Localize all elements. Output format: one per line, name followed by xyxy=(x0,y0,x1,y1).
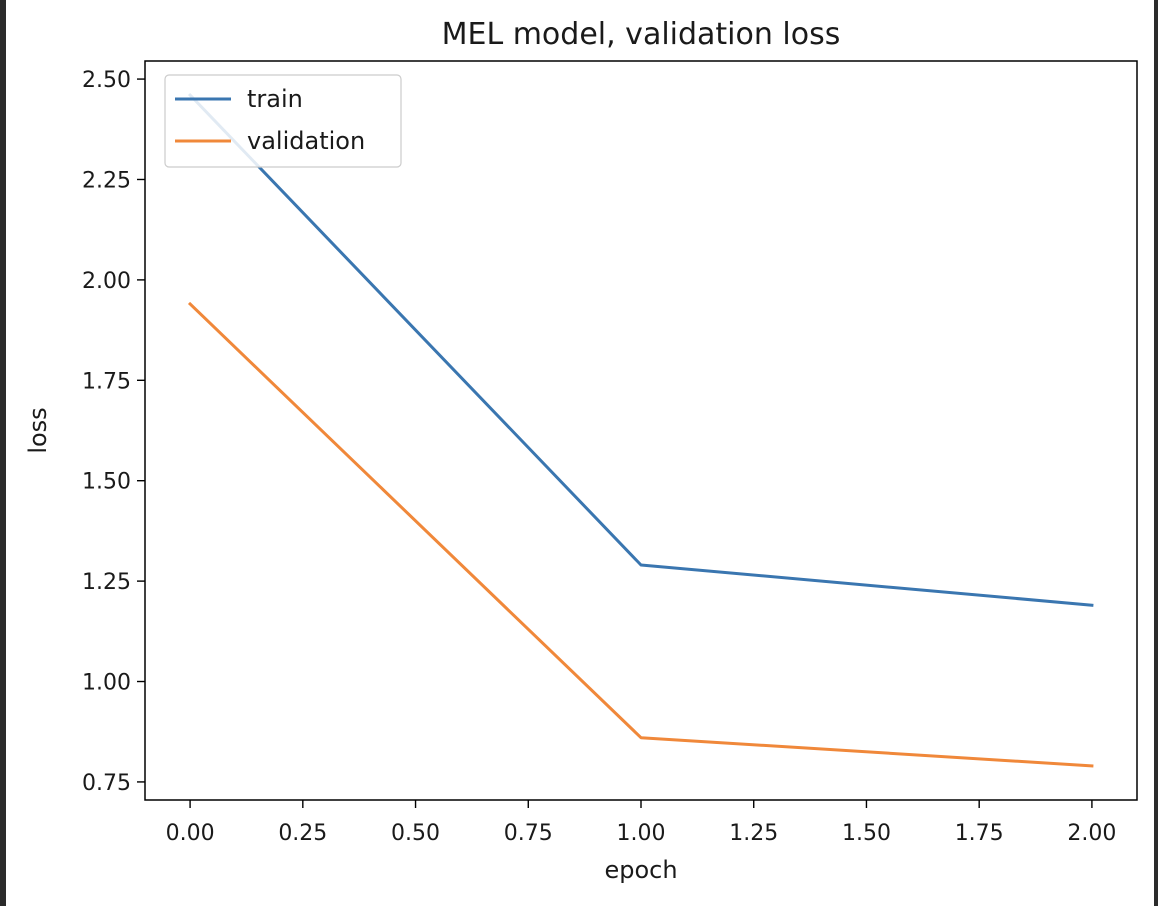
y-tick-label: 2.50 xyxy=(82,68,131,93)
y-tick-label: 1.75 xyxy=(82,369,131,394)
x-tick-label: 1.00 xyxy=(617,821,666,846)
y-tick-label: 1.50 xyxy=(82,470,131,495)
x-tick-label: 1.25 xyxy=(729,821,778,846)
x-tick-label: 0.50 xyxy=(391,821,440,846)
x-tick-label: 1.50 xyxy=(842,821,891,846)
series-line-train xyxy=(187,92,1094,607)
legend: train validation xyxy=(164,74,402,168)
chart-figure: MEL model, validation loss 0.00 0.25 0.50 0… xyxy=(6,0,1154,906)
series-line-validation xyxy=(187,301,1094,768)
chart-title: MEL model, validation loss xyxy=(442,17,841,52)
y-tick-label: 1.25 xyxy=(82,570,131,595)
legend-label-train: train xyxy=(247,85,303,113)
line-chart: MEL model, validation loss 0.00 0.25 0.50 0… xyxy=(24,17,1138,884)
y-axis-label: loss xyxy=(24,407,52,453)
y-tick-label: 2.25 xyxy=(82,168,131,193)
y-tick-label: 1.00 xyxy=(82,671,131,696)
y-tick-label: 2.00 xyxy=(82,269,131,294)
x-axis-label: epoch xyxy=(604,856,677,884)
plot-frame xyxy=(144,60,1138,801)
x-axis: 0.00 0.25 0.50 0.75 1.00 1.25 1.50 1.75 2.00 xyxy=(166,800,1116,846)
legend-label-validation: validation xyxy=(247,127,365,155)
x-tick-label: 2.00 xyxy=(1067,821,1116,846)
x-tick-label: 0.00 xyxy=(166,821,215,846)
y-tick-label: 0.75 xyxy=(82,771,131,796)
x-tick-label: 0.75 xyxy=(504,821,553,846)
series-layer xyxy=(187,92,1094,768)
y-axis: 0.75 1.00 1.25 1.50 1.75 2.00 2.25 2.50 xyxy=(82,68,145,796)
x-tick-label: 1.75 xyxy=(955,821,1004,846)
x-tick-label: 0.25 xyxy=(278,821,327,846)
